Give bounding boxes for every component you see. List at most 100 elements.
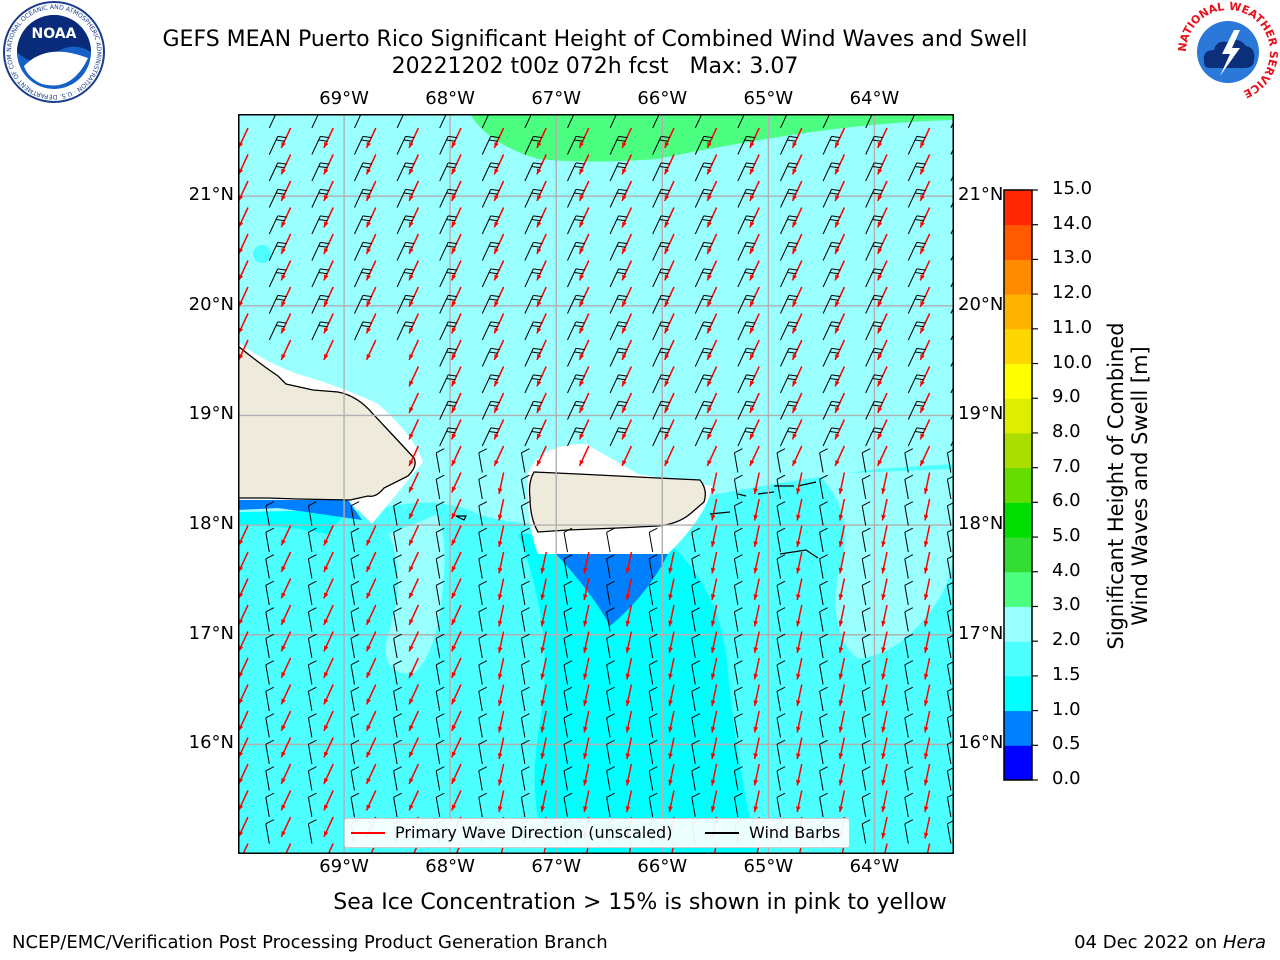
wind-barb: [865, 268, 884, 288]
wind-barb: [396, 321, 415, 341]
wave-arrow: [838, 498, 846, 521]
wave-arrow: [625, 684, 633, 707]
wind-barb: [946, 554, 954, 579]
wind-barb: [563, 792, 573, 818]
wave-arrow: [749, 445, 760, 467]
wind-barb: [691, 713, 701, 738]
wave-arrow: [625, 763, 633, 786]
wind-barb: [652, 427, 671, 447]
wind-barb: [307, 686, 317, 712]
wind-barb: [481, 268, 500, 288]
wave-arrow: [365, 551, 377, 573]
wave-arrow: [668, 578, 675, 601]
wave-arrow: [365, 525, 377, 546]
wave-arrow: [540, 551, 547, 574]
chart-title: GEFS MEAN Puerto Rico Significant Height…: [0, 26, 1190, 80]
wave-arrow: [753, 710, 760, 733]
wind-barb: [524, 374, 543, 394]
wind-barb: [393, 739, 402, 765]
colorbar-title: Significant Height of Combined Wind Wave…: [1104, 286, 1152, 686]
wind-barb: [481, 400, 500, 420]
wave-arrow: [323, 604, 334, 626]
wind-barb: [524, 162, 543, 182]
wave-arrow: [706, 445, 718, 467]
wind-barb: [524, 241, 543, 261]
wind-barb: [819, 448, 828, 473]
wave-arrow: [238, 154, 249, 175]
nws-logo: NATIONAL WEATHER SERVICE: [1176, 0, 1280, 102]
footer-credit: NCEP/EMC/Verification Post Processing Pr…: [12, 932, 608, 953]
wind-barb: [904, 554, 914, 579]
wind-barb: [393, 792, 402, 818]
wind-barb: [606, 607, 615, 632]
wind-barb: [950, 226, 954, 235]
wave-arrow: [710, 684, 718, 707]
wind-barb: [350, 607, 360, 632]
wind-barb: [694, 294, 713, 314]
wind-barb: [439, 162, 458, 182]
wind-barb: [946, 448, 954, 473]
wind-barb: [609, 400, 628, 420]
colorbar-tick-label: 15.0: [1052, 178, 1093, 199]
wave-arrow: [753, 763, 760, 786]
wave-arrow: [323, 525, 334, 546]
wind-barb: [350, 580, 360, 606]
wind-barb: [481, 135, 500, 155]
wind-barb: [946, 766, 954, 791]
wind-barb: [520, 554, 530, 579]
wind-barb: [652, 268, 671, 288]
legend-item-wave: Primary Wave Direction (unscaled): [351, 823, 672, 842]
wind-barb: [396, 215, 415, 235]
wind-barb: [648, 660, 658, 685]
wave-arrow: [668, 737, 675, 760]
wind-barb: [822, 427, 841, 447]
wind-barb: [733, 554, 743, 579]
wave-arrow: [323, 790, 334, 811]
wind-barb: [733, 501, 743, 526]
wave-arrow: [583, 631, 590, 654]
wind-barb: [567, 321, 585, 341]
wind-barb: [946, 819, 954, 844]
wind-barb: [904, 660, 914, 685]
wind-barb: [694, 215, 713, 235]
wind-barb: [435, 527, 445, 553]
wave-arrow: [838, 578, 846, 601]
wave-arrow: [710, 737, 718, 760]
wind-barb: [865, 241, 884, 261]
wind-barb: [733, 633, 743, 659]
wind-barb: [609, 188, 628, 208]
wave-arrow: [710, 604, 718, 627]
wind-barb: [780, 294, 798, 314]
wind-barb: [396, 162, 415, 182]
wave-arrow: [540, 737, 547, 760]
wind-barb: [520, 792, 530, 818]
lat-tick-label: 16°N: [188, 732, 234, 754]
lon-tick-label: 65°W: [743, 88, 794, 109]
lon-tick-label: 67°W: [531, 856, 582, 877]
wave-arrow: [408, 684, 420, 705]
wind-barb: [776, 501, 786, 526]
wind-barb: [861, 792, 871, 818]
wind-barb: [350, 739, 360, 765]
wave-arrow: [408, 419, 420, 440]
wind-barb: [819, 527, 828, 553]
wind-barb: [865, 188, 884, 208]
wind-barb: [904, 501, 914, 526]
wind-barb: [946, 581, 954, 606]
wind-barb: [652, 162, 671, 182]
wind-barb: [478, 474, 488, 500]
lat-tick-label: 21°N: [188, 184, 234, 206]
lat-tick-label: 18°N: [958, 513, 1004, 535]
wave-arrow: [323, 763, 334, 785]
wave-arrow: [280, 763, 292, 785]
wind-barb: [435, 686, 445, 712]
wave-arrow: [583, 790, 590, 813]
wind-barb: [691, 660, 701, 685]
wave-arrow: [710, 710, 718, 733]
wind-barb: [776, 474, 786, 500]
wave-arrow: [796, 684, 803, 707]
colorbar-segment: [1004, 224, 1032, 260]
wind-barb: [481, 294, 500, 314]
wave-arrow: [881, 578, 888, 601]
wave-arrow: [280, 790, 292, 811]
